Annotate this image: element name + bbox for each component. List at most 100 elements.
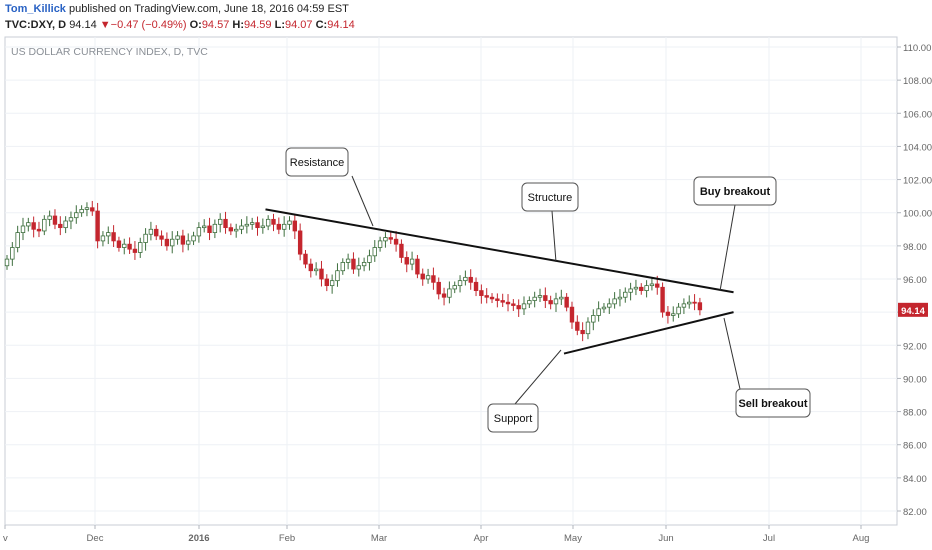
candle — [47, 215, 52, 220]
candle — [564, 296, 569, 308]
y-tick-label: 86.00 — [903, 441, 927, 452]
candle — [607, 303, 612, 308]
high-label: H: — [232, 19, 245, 31]
candle — [265, 218, 271, 227]
high-value: 94.59 — [244, 19, 272, 31]
candle — [335, 270, 340, 282]
candle — [420, 273, 425, 280]
author-link[interactable]: Tom_Killick — [5, 3, 66, 15]
candle — [521, 303, 527, 310]
candle — [308, 263, 314, 272]
candle — [170, 238, 175, 247]
y-tick-label: 102.00 — [903, 176, 932, 187]
open-value: 94.57 — [201, 19, 230, 31]
candle — [660, 286, 665, 313]
down-arrow-icon: ▼ — [99, 19, 111, 31]
callout-sell-breakout-box — [735, 388, 811, 418]
candle — [639, 286, 644, 291]
candle — [457, 280, 463, 287]
candle — [495, 298, 500, 301]
x-tick-label: v — [3, 533, 8, 544]
candle — [425, 275, 431, 280]
candle — [617, 296, 623, 300]
candle — [202, 225, 207, 229]
y-tick-label: 106.00 — [903, 109, 932, 120]
candle — [511, 303, 516, 306]
candle — [154, 228, 159, 237]
chart-header: Tom_Killick published on TradingView.com… — [0, 0, 932, 36]
candle — [340, 262, 345, 272]
candle — [255, 222, 260, 229]
candle — [356, 265, 361, 270]
candle — [249, 222, 255, 225]
candle — [409, 258, 415, 265]
candle — [399, 243, 404, 258]
low-value: 94.07 — [285, 19, 313, 31]
candle — [436, 281, 441, 295]
x-tick-label: Apr — [474, 533, 489, 544]
candle — [463, 276, 468, 282]
candle — [697, 302, 703, 311]
candle — [143, 233, 148, 243]
close-value: 94.14 — [327, 19, 355, 31]
published-text: published on TradingView.com, June 18, 2… — [69, 3, 349, 15]
candle — [671, 313, 676, 316]
y-tick-label: 92.00 — [903, 341, 927, 352]
candle — [260, 225, 266, 229]
last-price: 94.14 — [69, 19, 97, 31]
candle — [441, 293, 447, 298]
y-tick-label: 96.00 — [903, 275, 927, 286]
candle — [58, 223, 63, 229]
symbol-label: TVC:DXY, D — [5, 19, 67, 31]
candle — [585, 321, 591, 335]
candle — [447, 288, 452, 298]
candle — [244, 223, 250, 227]
candle — [313, 268, 319, 272]
callout-buy-breakout-label: Buy breakout — [700, 186, 771, 198]
candle — [217, 218, 223, 225]
candle — [95, 210, 100, 242]
candle — [633, 286, 639, 290]
candle — [15, 232, 20, 248]
candle — [164, 238, 170, 247]
candle — [505, 301, 511, 305]
callout-pointer — [719, 204, 736, 292]
y-tick-label: 104.00 — [903, 142, 932, 153]
candle — [68, 217, 74, 222]
callout-resistance-box — [285, 147, 349, 177]
y-tick-label: 84.00 — [903, 474, 927, 485]
callout-pointer — [551, 210, 557, 263]
candle — [297, 230, 303, 255]
candle — [351, 258, 356, 270]
candle — [559, 296, 564, 300]
callout-structure-label: Structure — [528, 192, 573, 204]
candle — [388, 237, 393, 240]
callout-pointer — [351, 175, 374, 227]
candle — [287, 220, 292, 225]
candle — [100, 235, 106, 242]
candle — [186, 240, 191, 245]
candle — [26, 222, 31, 227]
callout-pointer — [723, 317, 741, 390]
x-tick-label: Jul — [763, 533, 775, 544]
candle — [372, 247, 377, 257]
low-label: L: — [274, 19, 285, 31]
candle — [532, 296, 537, 301]
candle — [116, 240, 122, 248]
candle — [676, 306, 681, 315]
candle — [537, 295, 543, 298]
publish-line: Tom_Killick published on TradingView.com… — [5, 3, 349, 15]
callout-support-box — [487, 403, 539, 433]
candle — [271, 218, 276, 225]
candle — [20, 225, 26, 234]
candle — [681, 303, 687, 308]
candle — [42, 218, 47, 232]
candle — [10, 247, 15, 260]
candle — [127, 243, 132, 250]
candle — [106, 232, 111, 237]
candle — [569, 306, 575, 323]
candle — [52, 215, 58, 225]
candle — [367, 255, 372, 263]
candle — [596, 308, 601, 316]
